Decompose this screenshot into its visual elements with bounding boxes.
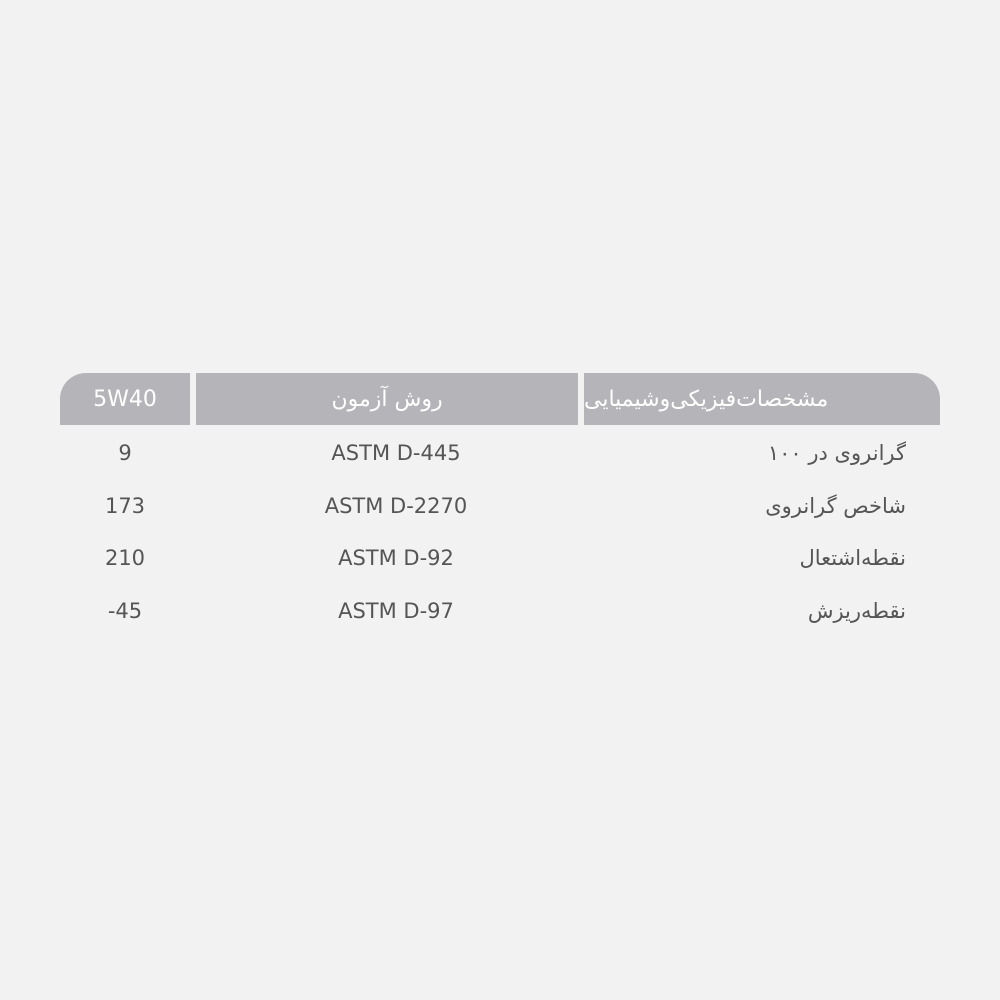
table-row: نقطه‌اشتعال ASTM D-92 210	[0, 538, 1000, 578]
value-cell: 173	[104, 494, 146, 518]
header-grade: 5W40	[60, 373, 190, 425]
method-cell: ASTM D-92	[338, 546, 454, 570]
property-cell: شاخص گرانروی	[765, 494, 906, 518]
header-property-label: مشخصات‌فیزیکی‌وشیمیایی	[584, 386, 829, 412]
property-cell: نقطه‌اشتعال	[799, 546, 906, 570]
method-cell: ASTM D-2270	[324, 494, 468, 518]
value-cell: 210	[104, 546, 146, 570]
property-cell: نقطه‌ریزش	[807, 599, 906, 623]
method-cell: ASTM D-97	[338, 599, 454, 623]
method-cell: ASTM D-445	[331, 441, 461, 465]
table-row: گرانروی در ۱۰۰ ASTM D-445 9	[0, 433, 1000, 473]
table-row: شاخص گرانروی ASTM D-2270 173	[0, 486, 1000, 526]
value-cell: -45	[107, 599, 143, 623]
value-cell: 9	[118, 441, 132, 465]
property-cell: گرانروی در ۱۰۰	[767, 441, 906, 465]
header-test-method: روش آزمون	[196, 373, 578, 425]
table-row: نقطه‌ریزش ASTM D-97 -45	[0, 591, 1000, 631]
header-property: مشخصات‌فیزیکی‌وشیمیایی	[584, 373, 940, 425]
